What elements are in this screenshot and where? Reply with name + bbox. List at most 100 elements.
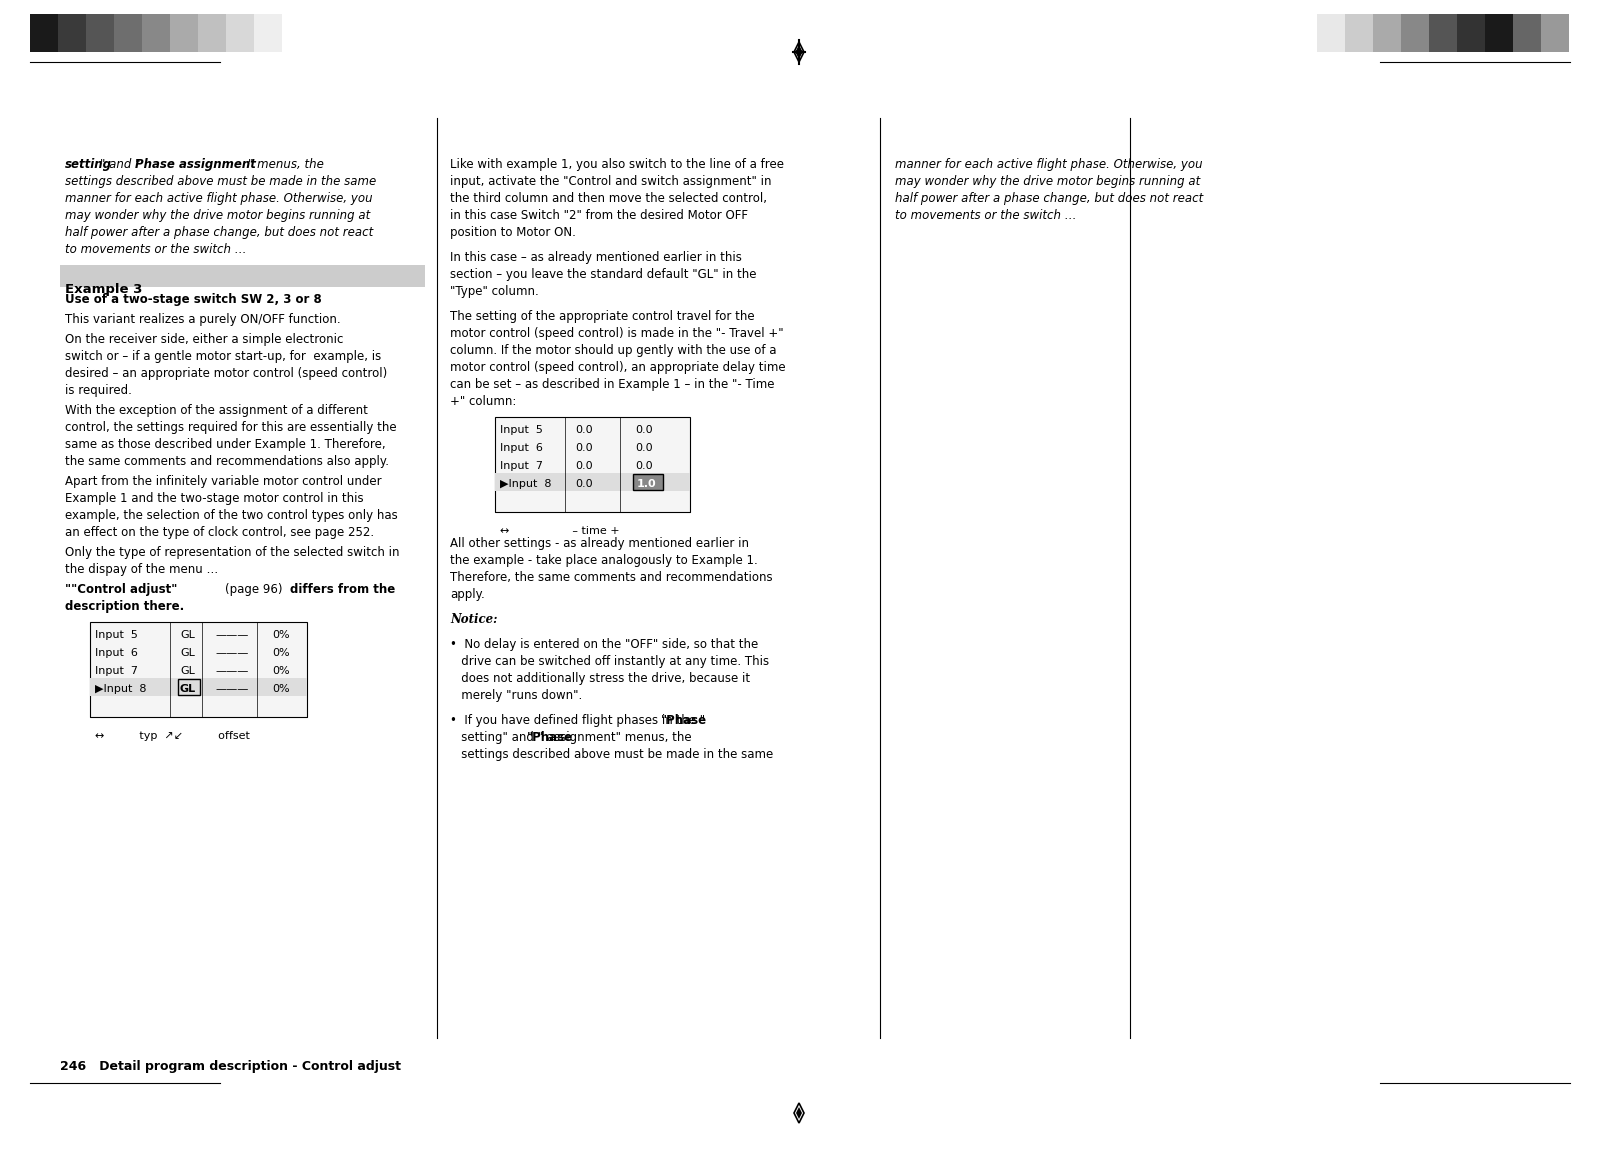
Bar — [90, 623, 307, 717]
Text: ↔          typ  ↗↙          offset: ↔ typ ↗↙ offset — [94, 731, 249, 741]
Text: 0.0: 0.0 — [576, 443, 593, 453]
Text: apply.: apply. — [449, 588, 484, 602]
Bar — [633, 474, 664, 491]
Text: Input  6: Input 6 — [500, 443, 544, 453]
Bar — [1430, 14, 1457, 53]
Text: GL: GL — [181, 648, 195, 658]
Text: the third column and then move the selected control,: the third column and then move the selec… — [449, 192, 768, 206]
Text: In this case – as already mentioned earlier in this: In this case – as already mentioned earl… — [449, 251, 742, 264]
Text: 0%: 0% — [272, 648, 289, 658]
Text: 0%: 0% — [272, 630, 289, 640]
Text: Input  5: Input 5 — [94, 630, 138, 640]
Bar — [1401, 14, 1430, 53]
Text: desired – an appropriate motor control (speed control): desired – an appropriate motor control (… — [66, 367, 387, 380]
Text: may wonder why the drive motor begins running at: may wonder why the drive motor begins ru… — [66, 209, 371, 222]
Text: may wonder why the drive motor begins running at: may wonder why the drive motor begins ru… — [895, 175, 1201, 188]
Text: the same comments and recommendations also apply.: the same comments and recommendations al… — [66, 456, 389, 468]
Text: half power after a phase change, but does not react: half power after a phase change, but doe… — [895, 192, 1204, 206]
Text: Input  7: Input 7 — [500, 461, 544, 471]
Bar — [1374, 14, 1401, 53]
Bar — [225, 14, 254, 53]
Text: position to Motor ON.: position to Motor ON. — [449, 225, 576, 239]
Text: " menus, the: " menus, the — [248, 158, 325, 171]
Text: ▶Input  8: ▶Input 8 — [94, 684, 147, 694]
Text: " and ": " and " — [101, 158, 141, 171]
Text: "Type" column.: "Type" column. — [449, 285, 539, 298]
Text: All other settings - as already mentioned earlier in: All other settings - as already mentione… — [449, 537, 748, 550]
Bar — [1345, 14, 1374, 53]
Text: •  If you have defined flight phases in the ": • If you have defined flight phases in t… — [449, 714, 705, 726]
Text: setting: setting — [66, 158, 112, 171]
Text: Input  7: Input 7 — [94, 666, 138, 676]
Text: GL: GL — [181, 666, 195, 676]
Text: ———: ——— — [214, 684, 248, 694]
Text: (page 96): (page 96) — [225, 583, 283, 596]
Bar — [198, 14, 225, 53]
Text: "Phase: "Phase — [662, 714, 707, 726]
Text: Use of a two-stage switch SW 2, 3 or 8: Use of a two-stage switch SW 2, 3 or 8 — [66, 293, 321, 306]
Polygon shape — [795, 1103, 804, 1122]
Text: GL: GL — [181, 684, 197, 694]
Text: manner for each active flight phase. Otherwise, you: manner for each active flight phase. Oth… — [895, 158, 1202, 171]
Text: is required.: is required. — [66, 384, 131, 397]
Bar — [1457, 14, 1485, 53]
Text: input, activate the "Control and switch assignment" in: input, activate the "Control and switch … — [449, 175, 771, 188]
Text: "Phase: "Phase — [526, 731, 572, 744]
Bar — [1541, 14, 1569, 53]
Bar — [1485, 14, 1513, 53]
Text: settings described above must be made in the same: settings described above must be made in… — [66, 175, 376, 188]
Text: half power after a phase change, but does not react: half power after a phase change, but doe… — [66, 225, 373, 239]
Bar — [58, 14, 86, 53]
Text: GL: GL — [181, 630, 195, 640]
Polygon shape — [796, 1107, 803, 1119]
Text: ———: ——— — [214, 648, 248, 658]
Text: can be set – as described in Example 1 – in the "- Time: can be set – as described in Example 1 –… — [449, 378, 774, 391]
Text: differs from the: differs from the — [289, 583, 395, 596]
Text: example, the selection of the two control types only has: example, the selection of the two contro… — [66, 509, 398, 522]
Text: 246   Detail program description - Control adjust: 246 Detail program description - Control… — [61, 1061, 401, 1073]
Text: Like with example 1, you also switch to the line of a free: Like with example 1, you also switch to … — [449, 158, 784, 171]
Bar — [86, 14, 114, 53]
Text: 0%: 0% — [272, 684, 289, 694]
Text: Phase assignment: Phase assignment — [134, 158, 256, 171]
Text: ▶Input  8: ▶Input 8 — [500, 479, 552, 489]
Text: The setting of the appropriate control travel for the: The setting of the appropriate control t… — [449, 310, 755, 324]
Text: drive can be switched off instantly at any time. This: drive can be switched off instantly at a… — [449, 655, 769, 668]
Bar — [254, 14, 281, 53]
Text: Only the type of representation of the selected switch in: Only the type of representation of the s… — [66, 545, 400, 559]
Bar — [496, 473, 691, 491]
Text: section – you leave the standard default "GL" in the: section – you leave the standard default… — [449, 267, 756, 281]
Text: description there.: description there. — [66, 600, 184, 613]
Text: motor control (speed control) is made in the "- Travel +": motor control (speed control) is made in… — [449, 327, 784, 340]
Polygon shape — [795, 42, 804, 62]
Text: ↔                  – time +: ↔ – time + — [500, 526, 620, 536]
Text: in this case Switch "2" from the desired Motor OFF: in this case Switch "2" from the desired… — [449, 209, 748, 222]
Text: to movements or the switch …: to movements or the switch … — [66, 243, 246, 256]
Text: merely "runs down".: merely "runs down". — [449, 689, 582, 702]
Bar — [177, 679, 200, 695]
Bar — [1318, 14, 1345, 53]
Text: Therefore, the same comments and recommendations: Therefore, the same comments and recomme… — [449, 571, 772, 584]
Text: 0.0: 0.0 — [576, 479, 593, 489]
Text: 1.0: 1.0 — [636, 479, 657, 489]
Text: Example 1 and the two-stage motor control in this: Example 1 and the two-stage motor contro… — [66, 492, 363, 505]
Text: 0.0: 0.0 — [635, 425, 652, 434]
Text: ""Control adjust": ""Control adjust" — [66, 583, 177, 596]
Text: 0.0: 0.0 — [635, 443, 652, 453]
Bar — [1513, 14, 1541, 53]
Text: Example 3: Example 3 — [66, 283, 142, 296]
Text: ———: ——— — [214, 630, 248, 640]
Text: 0.0: 0.0 — [576, 461, 593, 471]
Text: This variant realizes a purely ON/OFF function.: This variant realizes a purely ON/OFF fu… — [66, 313, 341, 326]
Bar — [30, 14, 58, 53]
Text: With the exception of the assignment of a different: With the exception of the assignment of … — [66, 404, 368, 417]
Bar — [142, 14, 169, 53]
Text: the dispay of the menu …: the dispay of the menu … — [66, 563, 217, 576]
Text: Apart from the infinitely variable motor control under: Apart from the infinitely variable motor… — [66, 475, 382, 488]
Bar — [114, 14, 142, 53]
Bar — [496, 417, 691, 512]
Polygon shape — [796, 46, 803, 58]
Text: Input  6: Input 6 — [94, 648, 138, 658]
Text: Notice:: Notice: — [449, 613, 497, 626]
Text: does not additionally stress the drive, because it: does not additionally stress the drive, … — [449, 672, 750, 684]
